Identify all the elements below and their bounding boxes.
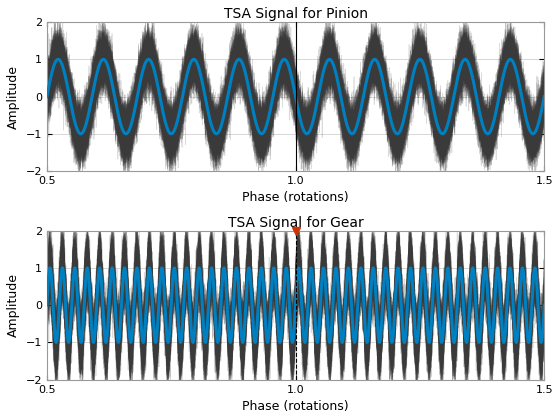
Title: TSA Signal for Gear: TSA Signal for Gear xyxy=(228,215,363,230)
Title: TSA Signal for Pinion: TSA Signal for Pinion xyxy=(223,7,367,21)
Y-axis label: Amplitude: Amplitude xyxy=(7,273,20,337)
X-axis label: Phase (rotations): Phase (rotations) xyxy=(242,192,349,205)
X-axis label: Phase (rotations): Phase (rotations) xyxy=(242,400,349,413)
Y-axis label: Amplitude: Amplitude xyxy=(7,65,20,129)
